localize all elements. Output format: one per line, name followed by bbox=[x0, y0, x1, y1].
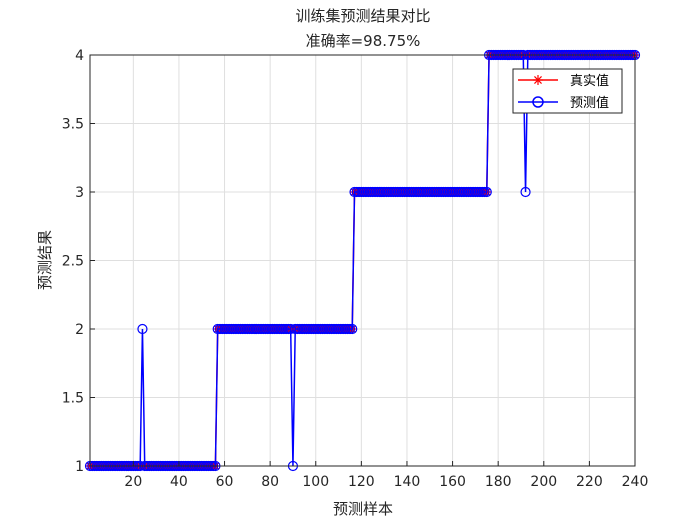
x-tick-label: 160 bbox=[439, 474, 466, 490]
x-tick-label: 100 bbox=[302, 474, 329, 490]
legend-item-predicted: 预测值 bbox=[518, 95, 609, 111]
legend-item-true: 真实值 bbox=[518, 73, 609, 89]
legend: 真实值 预测值 bbox=[512, 68, 623, 114]
y-tick-label: 2.5 bbox=[62, 254, 84, 270]
x-axis: 20 40 60 80 100 120 140 160 180 200 220 240 bbox=[124, 461, 648, 490]
x-tick-label: 20 bbox=[124, 474, 142, 490]
legend-marker-circle bbox=[532, 96, 544, 108]
legend-label-true: 真实值 bbox=[570, 73, 609, 89]
legend-marker-circle-shape bbox=[532, 96, 544, 108]
x-tick-label: 220 bbox=[576, 474, 603, 490]
data-point bbox=[520, 186, 531, 198]
y-tick-label: 1 bbox=[75, 459, 84, 475]
x-tick-label: 140 bbox=[394, 474, 421, 490]
legend-box bbox=[512, 68, 623, 114]
x-tick-label: 80 bbox=[261, 474, 279, 490]
y-axis: 1 1.5 2 2.5 3 3.5 4 bbox=[62, 48, 95, 475]
legend-marker-asterisk-shape bbox=[533, 75, 543, 85]
x-tick-label: 120 bbox=[348, 474, 375, 490]
data-point bbox=[137, 323, 148, 335]
y-tick-label: 3 bbox=[75, 185, 84, 201]
y-tick-label: 3.5 bbox=[62, 117, 84, 133]
y-tick-label: 4 bbox=[75, 48, 84, 64]
data-point bbox=[347, 323, 358, 335]
x-tick-label: 240 bbox=[622, 474, 649, 490]
legend-label-predicted: 预测值 bbox=[570, 95, 609, 111]
y-tick-label: 1.5 bbox=[62, 391, 84, 407]
y-axis-label: 预测结果 bbox=[36, 230, 54, 290]
chart-title: 训练集预测结果对比 bbox=[295, 7, 430, 25]
x-tick-label: 200 bbox=[530, 474, 557, 490]
legend-marker-asterisk bbox=[533, 75, 543, 85]
x-axis-label: 预测样本 bbox=[333, 500, 393, 518]
data-point bbox=[481, 186, 492, 198]
y-tick-label: 2 bbox=[75, 322, 84, 338]
x-tick-label: 60 bbox=[216, 474, 234, 490]
x-tick-label: 40 bbox=[170, 474, 188, 490]
x-tick-label: 180 bbox=[485, 474, 512, 490]
chart-subtitle: 准确率=98.75% bbox=[306, 32, 421, 50]
